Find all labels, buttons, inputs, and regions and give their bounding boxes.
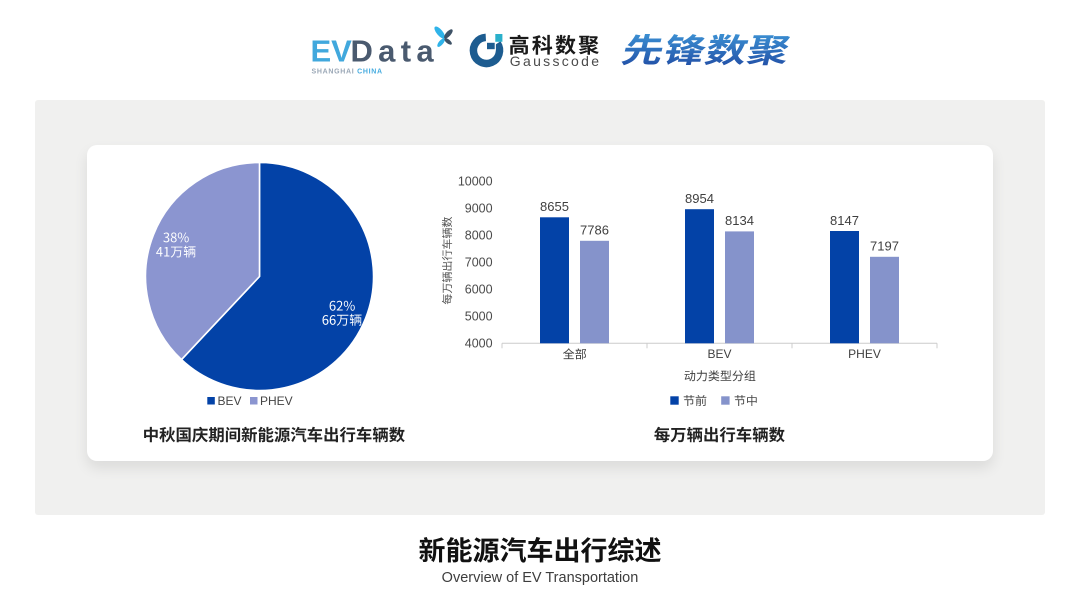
- svg-text:8655: 8655: [540, 199, 569, 214]
- svg-text:8134: 8134: [725, 213, 754, 228]
- svg-text:8000: 8000: [465, 228, 493, 242]
- svg-text:9000: 9000: [465, 201, 493, 215]
- svg-text:6000: 6000: [465, 283, 493, 297]
- svg-text:4000: 4000: [465, 337, 493, 351]
- svg-text:10000: 10000: [458, 174, 493, 188]
- svg-text:8954: 8954: [685, 191, 714, 206]
- svg-text:Gausscode: Gausscode: [510, 53, 602, 69]
- svg-text:BEV: BEV: [218, 394, 242, 408]
- svg-text:BEV: BEV: [707, 347, 731, 361]
- svg-text:7000: 7000: [465, 256, 493, 270]
- svg-text:8147: 8147: [830, 213, 859, 228]
- svg-text:Overview of EV Transportation: Overview of EV Transportation: [442, 570, 639, 586]
- svg-text:PHEV: PHEV: [260, 394, 293, 408]
- svg-text:7197: 7197: [870, 239, 899, 254]
- svg-text:SHANGHAI CHINA: SHANGHAI CHINA: [312, 68, 383, 75]
- svg-text:PHEV: PHEV: [848, 347, 881, 361]
- svg-text:Data: Data: [351, 33, 439, 68]
- svg-text:7786: 7786: [580, 223, 609, 238]
- svg-text:5000: 5000: [465, 310, 493, 324]
- svg-text:EV: EV: [311, 33, 353, 68]
